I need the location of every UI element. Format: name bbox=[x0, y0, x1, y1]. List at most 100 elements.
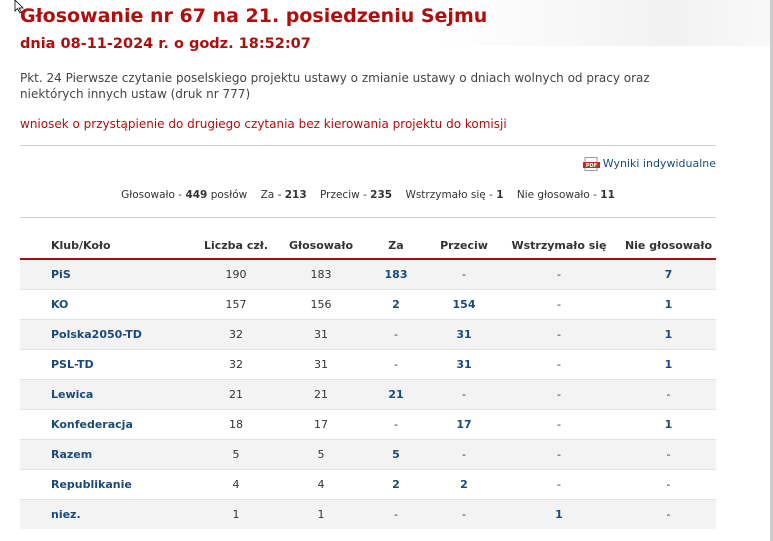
summary-abstained: Wstrzymało się - 1 bbox=[405, 189, 504, 201]
table-header-row: Klub/Koło Liczba czł. Głosowało Za Przec… bbox=[20, 232, 716, 260]
individual-results-label: Wyniki indywidualne bbox=[602, 157, 716, 170]
cell-not-voted: - bbox=[621, 439, 716, 470]
table-row: Lewica 21 21 21- - - bbox=[20, 379, 716, 410]
results-table: Klub/Koło Liczba czł. Głosowało Za Przec… bbox=[20, 232, 716, 529]
summary-not-voted: Nie głosowało - 11 bbox=[516, 189, 615, 201]
table-row: Konfederacja 18 17-17-1 bbox=[20, 409, 716, 440]
cell-voted: 31 bbox=[281, 319, 361, 350]
cell-abstained: - bbox=[497, 409, 621, 440]
cell-not-voted: - bbox=[621, 469, 716, 500]
cell-club[interactable]: niez. bbox=[20, 499, 191, 529]
cell-abstained[interactable]: 1 bbox=[497, 499, 621, 529]
cell-not-voted[interactable]: 1 bbox=[621, 349, 716, 380]
table-row: KO 157 156 2 154-1 bbox=[20, 289, 716, 320]
cell-club[interactable]: KO bbox=[20, 289, 191, 320]
mouse-cursor-icon bbox=[14, 0, 24, 14]
cell-club[interactable]: PSL-TD bbox=[20, 349, 191, 380]
pdf-icon: PDF bbox=[582, 157, 600, 171]
cell-against: - bbox=[431, 499, 497, 529]
cell-not-voted: - bbox=[621, 379, 716, 410]
cell-abstained: - bbox=[497, 379, 621, 410]
cell-members: 32 bbox=[191, 319, 281, 350]
vote-date: dnia 08-11-2024 r. o godz. 18:52:07 bbox=[20, 36, 311, 52]
cell-members: 4 bbox=[191, 469, 281, 500]
header-background-decoration bbox=[440, 0, 770, 46]
column-header-members: Liczba czł. bbox=[191, 232, 281, 260]
cell-against: - bbox=[431, 259, 497, 290]
cell-for: - bbox=[361, 499, 431, 529]
cell-club[interactable]: Razem bbox=[20, 439, 191, 470]
summary-voted: Głosowało - 449 posłów bbox=[121, 189, 248, 201]
individual-results-link[interactable]: PDF Wyniki indywidualne bbox=[582, 157, 716, 171]
window-edge bbox=[770, 0, 773, 541]
table-row: Republikanie 4 4 2 2- - bbox=[20, 469, 716, 500]
column-header-club: Klub/Koło bbox=[20, 232, 191, 260]
table-row: PSL-TD 32 31-31-1 bbox=[20, 349, 716, 380]
cell-abstained: - bbox=[497, 289, 621, 320]
cell-for[interactable]: 5 bbox=[361, 439, 431, 470]
svg-text:PDF: PDF bbox=[586, 163, 597, 169]
cell-not-voted[interactable]: 1 bbox=[621, 289, 716, 320]
cell-abstained: - bbox=[497, 439, 621, 470]
cell-abstained: - bbox=[497, 469, 621, 500]
cell-members: 157 bbox=[191, 289, 281, 320]
column-header-not-voted: Nie głosowało bbox=[621, 232, 716, 260]
column-header-against: Przeciw bbox=[431, 232, 497, 260]
cell-abstained: - bbox=[497, 349, 621, 380]
cell-for: - bbox=[361, 349, 431, 380]
cell-against[interactable]: 31 bbox=[431, 349, 497, 380]
cell-voted: 4 bbox=[281, 469, 361, 500]
cell-club[interactable]: Polska2050-TD bbox=[20, 319, 191, 350]
cell-against: - bbox=[431, 439, 497, 470]
cell-members: 32 bbox=[191, 349, 281, 380]
pdf-link-row: PDF Wyniki indywidualne bbox=[20, 156, 716, 172]
table-row: Polska2050-TD 32 31-31-1 bbox=[20, 319, 716, 350]
cell-abstained: - bbox=[497, 319, 621, 350]
cell-voted: 5 bbox=[281, 439, 361, 470]
cell-for[interactable]: 183 bbox=[361, 259, 431, 290]
cell-against[interactable]: 31 bbox=[431, 319, 497, 350]
motion-description: wniosek o przystąpienie do drugiego czyt… bbox=[20, 117, 507, 131]
cell-for: - bbox=[361, 319, 431, 350]
cell-for[interactable]: 2 bbox=[361, 469, 431, 500]
cell-abstained: - bbox=[497, 259, 621, 290]
cell-members: 1 bbox=[191, 499, 281, 529]
cell-not-voted[interactable]: 1 bbox=[621, 319, 716, 350]
cell-against[interactable]: 154 bbox=[431, 289, 497, 320]
cell-for[interactable]: 21 bbox=[361, 379, 431, 410]
table-row: niez. 1 1- -1- bbox=[20, 499, 716, 529]
cell-voted: 183 bbox=[281, 259, 361, 290]
cell-members: 21 bbox=[191, 379, 281, 410]
table-row: PiS 190 183 183- -7 bbox=[20, 259, 716, 290]
cell-for: - bbox=[361, 409, 431, 440]
main-content: Głosowanie nr 67 na 21. posiedzeniu Sejm… bbox=[20, 4, 716, 529]
divider bbox=[20, 217, 716, 218]
cell-against[interactable]: 17 bbox=[431, 409, 497, 440]
table-row: Razem 5 5 5- - - bbox=[20, 439, 716, 470]
summary-for: Za - 213 bbox=[260, 189, 307, 201]
cell-members: 18 bbox=[191, 409, 281, 440]
summary-against: Przeciw - 235 bbox=[319, 189, 393, 201]
column-header-abstained: Wstrzymało się bbox=[497, 232, 621, 260]
page-title: Głosowanie nr 67 na 21. posiedzeniu Sejm… bbox=[20, 5, 488, 27]
cell-members: 190 bbox=[191, 259, 281, 290]
cell-voted: 156 bbox=[281, 289, 361, 320]
cell-for[interactable]: 2 bbox=[361, 289, 431, 320]
cell-voted: 17 bbox=[281, 409, 361, 440]
cell-members: 5 bbox=[191, 439, 281, 470]
cell-club[interactable]: PiS bbox=[20, 259, 191, 290]
divider bbox=[20, 145, 716, 146]
column-header-for: Za bbox=[361, 232, 431, 260]
vote-summary: Głosowało - 449 posłów Za - 213 Przeciw … bbox=[20, 188, 716, 202]
cell-club[interactable]: Republikanie bbox=[20, 469, 191, 500]
cell-not-voted[interactable]: 1 bbox=[621, 409, 716, 440]
cell-voted: 31 bbox=[281, 349, 361, 380]
cell-against[interactable]: 2 bbox=[431, 469, 497, 500]
cell-club[interactable]: Lewica bbox=[20, 379, 191, 410]
cell-club[interactable]: Konfederacja bbox=[20, 409, 191, 440]
cell-voted: 1 bbox=[281, 499, 361, 529]
cell-against: - bbox=[431, 379, 497, 410]
agenda-topic: Pkt. 24 Pierwsze czytanie poselskiego pr… bbox=[20, 71, 650, 101]
column-header-voted: Głosowało bbox=[281, 232, 361, 260]
cell-not-voted[interactable]: 7 bbox=[621, 259, 716, 290]
